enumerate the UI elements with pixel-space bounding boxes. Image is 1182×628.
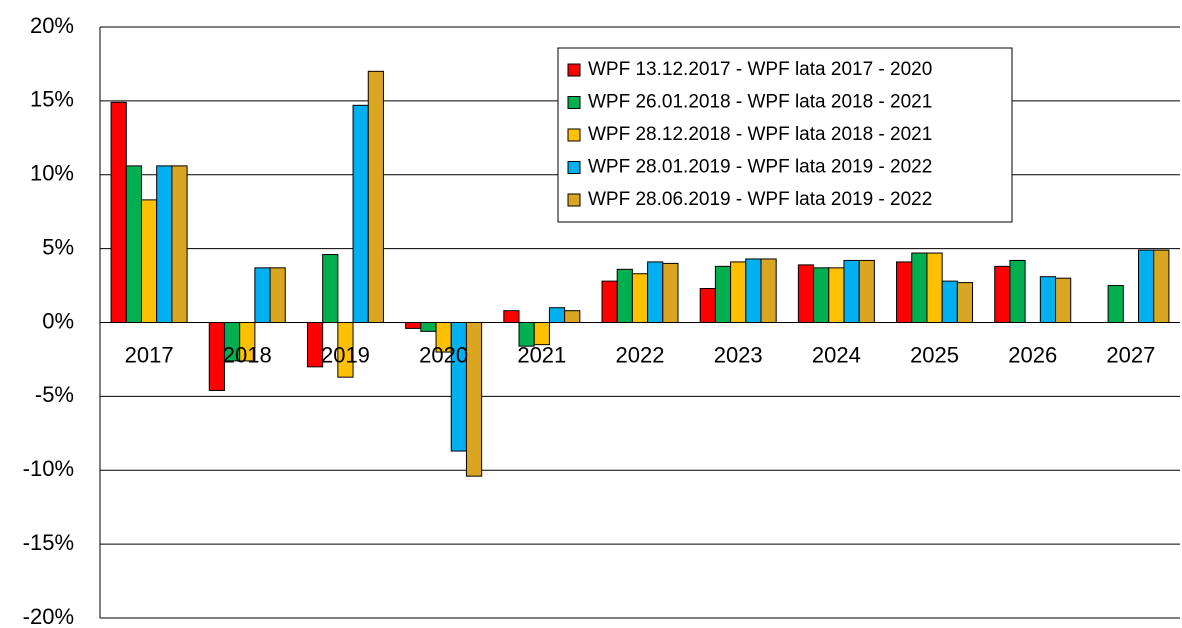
- bar: [367, 70, 384, 323]
- bar: [306, 322, 324, 368]
- bar: [254, 267, 271, 323]
- legend-label: WPF 26.01.2018 - WPF lata 2018 - 2021: [588, 92, 932, 113]
- x-tick-label: 2020: [419, 342, 468, 367]
- legend-box: [557, 47, 1013, 223]
- bar: [631, 273, 649, 323]
- bar: [548, 307, 566, 324]
- bar: [156, 165, 173, 323]
- bar: [994, 265, 1011, 324]
- bar: [896, 261, 913, 323]
- bar: [926, 252, 943, 323]
- bar: [941, 280, 958, 324]
- bar: [465, 322, 483, 477]
- y-tick-label: 15%: [30, 87, 74, 112]
- legend-label: WPF 28.06.2019 - WPF lata 2019 - 2022: [588, 189, 932, 210]
- x-tick-label: 2021: [517, 342, 566, 367]
- x-tick-label: 2017: [125, 342, 174, 367]
- y-tick-label: 5%: [42, 234, 74, 259]
- bar: [337, 322, 354, 378]
- bar: [956, 282, 974, 324]
- legend-swatch: [567, 63, 581, 77]
- bar: [171, 165, 188, 323]
- bar: [110, 101, 127, 324]
- bar: [911, 252, 928, 323]
- y-tick-label: 10%: [30, 161, 74, 186]
- bar: [140, 199, 158, 323]
- x-tick-label: 2022: [616, 342, 665, 367]
- bar: [601, 280, 618, 324]
- bar: [1153, 249, 1170, 323]
- bar: [322, 254, 339, 323]
- bar: [616, 268, 633, 323]
- legend-swatch: [567, 161, 581, 174]
- legend-swatch: [567, 193, 581, 207]
- bar: [125, 165, 142, 323]
- bar: [797, 264, 815, 324]
- bar: [503, 310, 520, 323]
- bar: [699, 288, 716, 323]
- bar: [745, 258, 762, 323]
- x-tick-label: 2027: [1106, 342, 1155, 367]
- x-tick-label: 2026: [1008, 342, 1057, 367]
- y-tick-label: -20%: [23, 604, 74, 628]
- legend-swatch: [567, 96, 581, 109]
- y-tick-label: -5%: [35, 382, 74, 407]
- bar: [420, 322, 437, 332]
- bar: [1009, 259, 1026, 324]
- bar: [843, 259, 860, 324]
- bar: [858, 259, 875, 324]
- y-tick-label: -15%: [23, 530, 74, 555]
- bar: [352, 104, 369, 324]
- bar: [405, 322, 422, 329]
- y-tick-label: 0%: [42, 308, 74, 333]
- bar: [533, 322, 550, 346]
- bar: [714, 265, 732, 324]
- bar: [1107, 285, 1124, 323]
- bar: [239, 322, 256, 362]
- bar: [269, 267, 286, 323]
- bar: [760, 258, 777, 323]
- y-tick-label: 20%: [30, 13, 74, 38]
- x-tick-label: 2018: [223, 342, 272, 367]
- bar: [828, 267, 845, 323]
- bar: [564, 310, 581, 323]
- x-tick-label: 2025: [910, 342, 959, 367]
- x-tick-label: 2023: [714, 342, 763, 367]
- legend: WPF 13.12.2017 - WPF lata 2017 - 2020 WPF…: [557, 47, 1013, 223]
- bar: [730, 261, 747, 323]
- legend-swatch: [567, 128, 581, 142]
- x-tick-label: 2019: [321, 342, 370, 367]
- legend-label: WPF 28.01.2019 - WPF lata 2019 - 2022: [588, 157, 932, 178]
- bar: [647, 261, 664, 323]
- bar: [1039, 276, 1057, 324]
- bar: [1138, 249, 1155, 323]
- y-tick-label: -10%: [23, 456, 74, 481]
- x-tick-label: 2024: [812, 342, 861, 367]
- bar: [1055, 277, 1072, 323]
- bar: [813, 267, 830, 323]
- legend-label: WPF 13.12.2017 - WPF lata 2017 - 2020: [588, 59, 932, 80]
- legend-label: WPF 28.12.2018 - WPF lata 2018 - 2021: [588, 124, 932, 145]
- bar: [662, 262, 679, 323]
